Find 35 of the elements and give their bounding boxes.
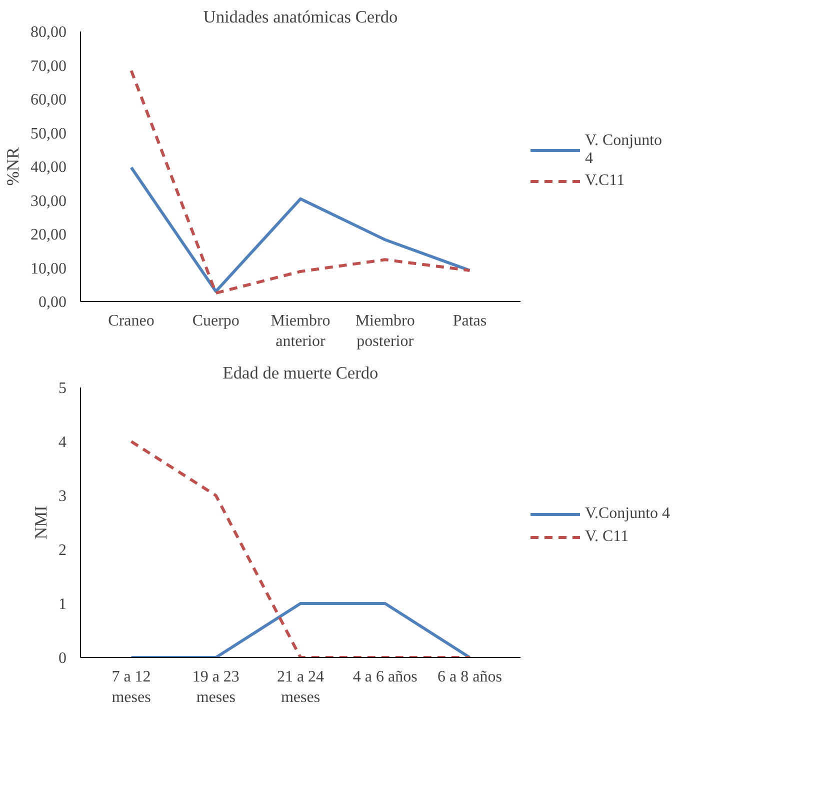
y-tick-label: 40,00 [30,159,66,176]
line-series [130,69,472,295]
chart-title: Edad de muerte Cerdo [222,364,378,382]
legend-label: V. Conjunto 4 [585,132,662,168]
x-tick-label: 6 a 8 años [438,668,502,686]
y-tick-label: 50,00 [30,125,66,142]
x-tick-label: Patas [452,312,487,330]
x-tick-label: 7 a 12 meses [112,668,151,706]
x-tick-label: Cuerpo [192,312,240,330]
y-axis-title: %NR [4,146,22,186]
x-tick-label: 19 a 23 meses [192,668,240,706]
y-tick-label: 1 [58,596,66,613]
x-tick-label: Miembro posterior [355,312,415,350]
y-tick-label: 0 [58,650,66,667]
y-tick-label: 0,00 [38,294,66,311]
y-tick-label: 4 [58,434,66,451]
legend-label: V.C11 [585,172,625,190]
chart-title: Unidades anatómicas Cerdo [203,8,398,26]
legend-label: V.Conjunto 4 [585,505,670,523]
y-tick-label: 2 [58,542,66,559]
x-tick-label: Craneo [108,312,154,330]
legend-label: V. C11 [585,528,629,546]
y-tick-label: 3 [58,488,66,505]
x-tick-label: Miembro anterior [270,312,330,350]
y-tick-label: 30,00 [30,192,66,210]
x-tick-label: 4 a 6 años [352,668,418,686]
y-tick-label: 80,00 [30,24,66,41]
y-tick-label: 5 [58,380,66,397]
y-tick-label: 70,00 [30,58,66,75]
y-axis-title: NMI [32,505,50,540]
y-tick-label: 60,00 [30,92,66,108]
line-series [130,166,472,293]
y-tick-label: 10,00 [30,260,66,278]
y-tick-label: 20,00 [30,226,66,244]
x-tick-label: 21 a 24 meses [276,668,324,706]
